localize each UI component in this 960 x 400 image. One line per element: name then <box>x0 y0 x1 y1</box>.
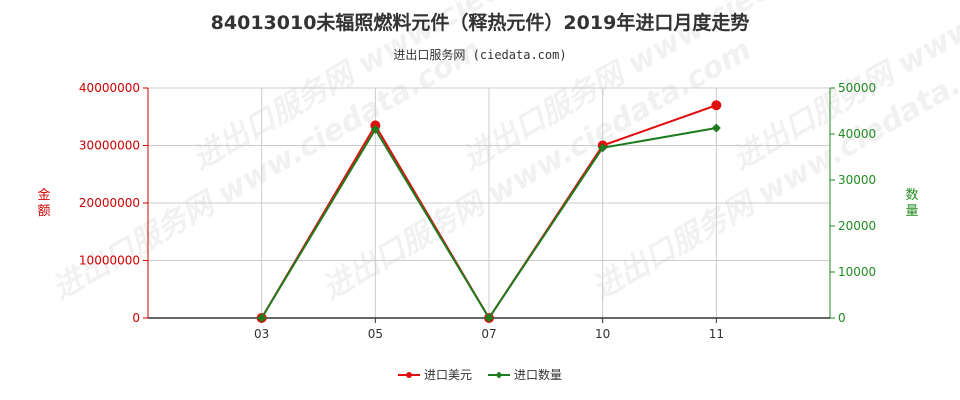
chart-subtitle: 进出口服务网 (ciedata.com) <box>393 48 567 62</box>
x-axis-tick-label: 05 <box>368 327 383 341</box>
right-axis-tick-label: 30000 <box>838 173 876 187</box>
right-axis-title: 数量 <box>905 188 918 219</box>
legend-label-quantity: 进口数量 <box>514 367 562 382</box>
data-point-quantity <box>711 123 721 133</box>
right-axis-tick-label: 0 <box>838 311 846 325</box>
right-axis-tick-label: 40000 <box>838 127 876 141</box>
series-layer <box>256 100 722 323</box>
left-axis-tick-label: 40000000 <box>79 81 140 95</box>
legend-swatch-marker <box>406 372 412 378</box>
legend-label-amount: 进口美元 <box>424 368 472 382</box>
left-axis-tick-label: 0 <box>132 311 140 325</box>
x-axis-tick-label: 03 <box>254 327 269 341</box>
left-axis-tick-label: 30000000 <box>79 139 140 153</box>
x-axis-tick-label: 11 <box>709 327 724 341</box>
right-axis-tick-label: 50000 <box>838 81 876 95</box>
x-axis-tick-label: 10 <box>595 327 610 341</box>
right-axis-tick-label: 10000 <box>838 265 876 279</box>
legend: 进口美元 进口数量 <box>398 367 562 382</box>
left-axis-title: 金额 <box>37 187 50 219</box>
data-point-amount <box>711 100 722 111</box>
left-axis-tick-label: 20000000 <box>79 196 140 210</box>
left-axis-tick-label: 10000000 <box>79 254 140 268</box>
data-point-quantity <box>598 143 608 153</box>
right-axis-tick-label: 20000 <box>838 219 876 233</box>
x-axis-tick-label: 07 <box>481 327 496 341</box>
data-point-quantity <box>370 124 380 134</box>
data-point-quantity <box>484 313 494 323</box>
chart-title: 84013010未辐照燃料元件（释热元件）2019年进口月度走势 <box>210 12 750 34</box>
data-point-quantity <box>257 313 267 323</box>
legend-swatch-marker <box>495 371 503 379</box>
